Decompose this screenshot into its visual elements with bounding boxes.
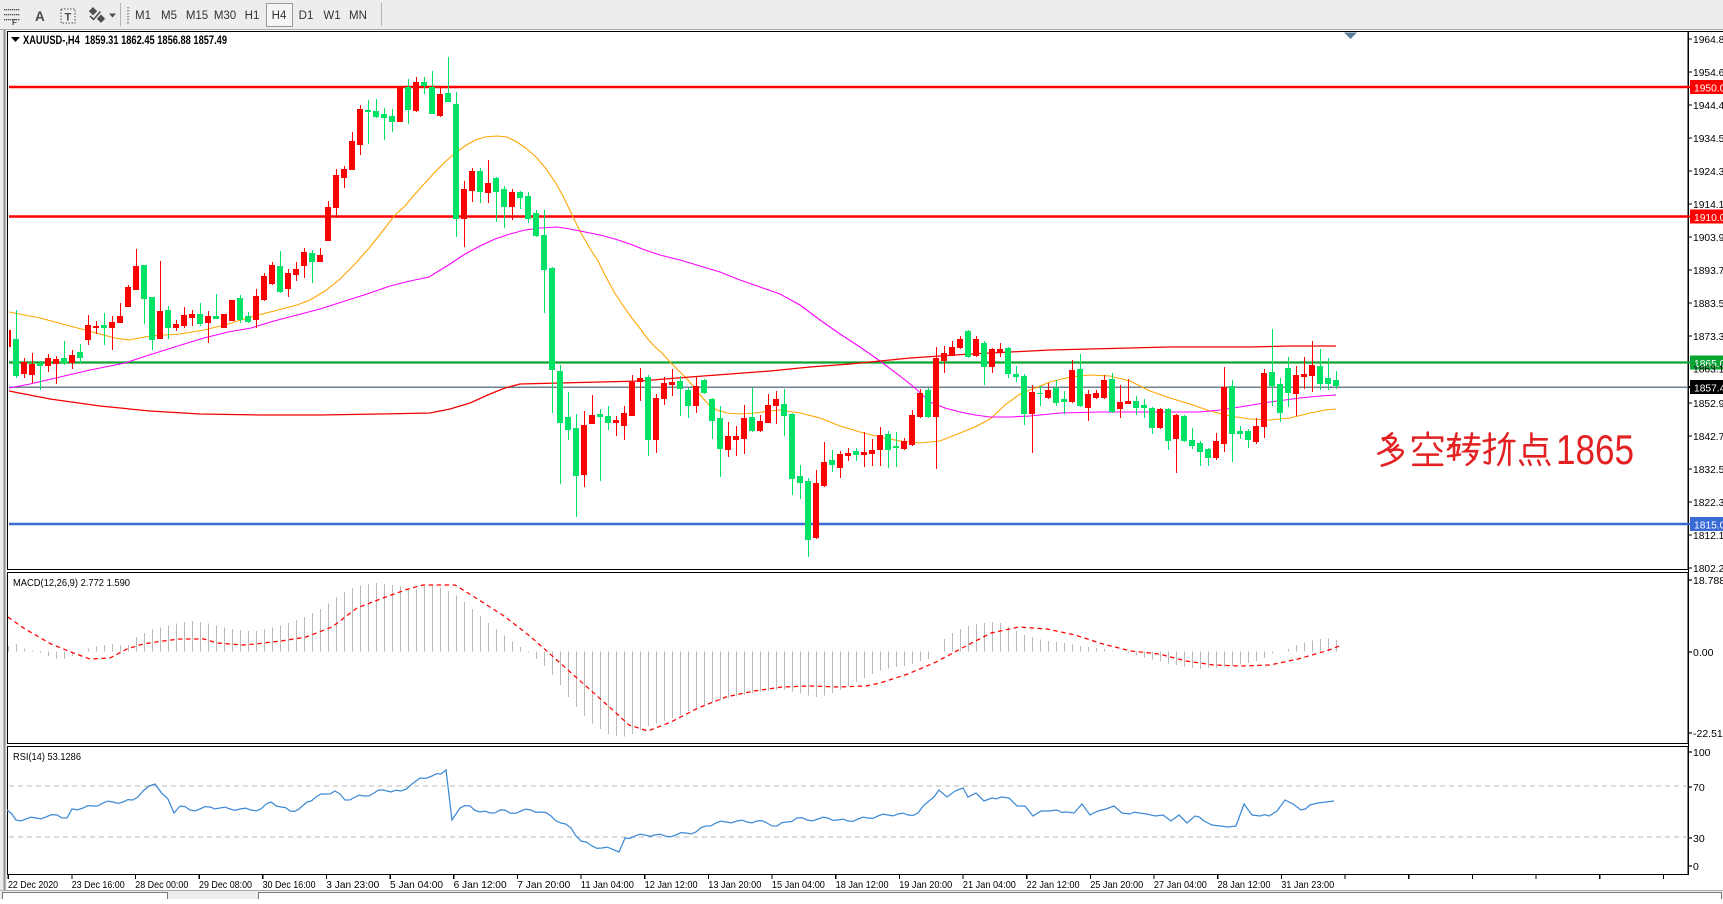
svg-text:18 Jan 12:00: 18 Jan 12:00 <box>836 879 889 891</box>
svg-text:21 Jan 04:00: 21 Jan 04:00 <box>963 879 1016 891</box>
svg-text:1812.10: 1812.10 <box>1693 530 1723 542</box>
svg-text:D1: D1 <box>299 10 314 22</box>
svg-text:23 Dec 16:00: 23 Dec 16:00 <box>72 879 125 891</box>
svg-text:22 Jan 12:00: 22 Jan 12:00 <box>1027 879 1080 891</box>
svg-text:1924.30: 1924.30 <box>1693 166 1723 178</box>
svg-text:M30: M30 <box>214 10 236 22</box>
svg-text:12 Jan 12:00: 12 Jan 12:00 <box>645 879 698 891</box>
svg-text:1964.80: 1964.80 <box>1693 34 1723 46</box>
svg-text:1822.30: 1822.30 <box>1693 497 1723 509</box>
svg-text:1842.70: 1842.70 <box>1693 431 1723 443</box>
svg-text:6 Jan 12:00: 6 Jan 12:00 <box>454 879 507 891</box>
svg-text:W1: W1 <box>323 10 340 22</box>
svg-text:13 Jan 20:00: 13 Jan 20:00 <box>708 879 761 891</box>
svg-text:1802.20: 1802.20 <box>1693 563 1723 575</box>
svg-text:7 Jan 20:00: 7 Jan 20:00 <box>517 879 570 891</box>
svg-text:MN: MN <box>349 10 367 22</box>
svg-text:70: 70 <box>1693 782 1705 794</box>
svg-text:H4: H4 <box>272 10 287 22</box>
svg-text:1893.70: 1893.70 <box>1693 265 1723 277</box>
svg-text:T: T <box>65 12 72 24</box>
svg-text:M15: M15 <box>186 10 208 22</box>
svg-text:1863.10: 1863.10 <box>1693 364 1723 376</box>
svg-text:15 Jan 04:00: 15 Jan 04:00 <box>772 879 825 891</box>
svg-text:28 Dec 00:00: 28 Dec 00:00 <box>135 879 188 891</box>
svg-text:11 Jan 04:00: 11 Jan 04:00 <box>581 879 634 891</box>
svg-text:28 Jan 12:00: 28 Jan 12:00 <box>1218 879 1271 891</box>
svg-text:F: F <box>12 18 17 27</box>
svg-text:1883.50: 1883.50 <box>1693 298 1723 310</box>
svg-text:30 Dec 16:00: 30 Dec 16:00 <box>263 879 316 891</box>
svg-text:1815.00: 1815.00 <box>1694 520 1723 532</box>
svg-text:30: 30 <box>1693 833 1705 845</box>
svg-text:27 Jan 04:00: 27 Jan 04:00 <box>1154 879 1207 891</box>
svg-text:3 Jan 23:00: 3 Jan 23:00 <box>326 879 379 891</box>
svg-text:1865: 1865 <box>1556 426 1634 473</box>
svg-text:1857.49: 1857.49 <box>1694 383 1723 395</box>
svg-text:1873.30: 1873.30 <box>1693 331 1723 343</box>
svg-text:1832.50: 1832.50 <box>1693 464 1723 476</box>
svg-text:100: 100 <box>1693 747 1711 759</box>
svg-text:29 Dec 08:00: 29 Dec 08:00 <box>199 879 252 891</box>
svg-text:MACD(12,26,9) 2.772 1.590: MACD(12,26,9) 2.772 1.590 <box>13 577 130 589</box>
svg-text:1914.10: 1914.10 <box>1693 199 1723 211</box>
svg-text:M5: M5 <box>161 10 177 22</box>
svg-text:19 Jan 20:00: 19 Jan 20:00 <box>899 879 952 891</box>
svg-text:1954.60: 1954.60 <box>1693 67 1723 79</box>
svg-text:1934.50: 1934.50 <box>1693 133 1723 145</box>
svg-text:XAUUSD-,H4 1859.31 1862.45 18: XAUUSD-,H4 1859.31 1862.45 1856.88 1857.… <box>23 35 227 47</box>
svg-text:1910.00: 1910.00 <box>1694 212 1723 224</box>
svg-text:5 Jan 04:00: 5 Jan 04:00 <box>390 879 443 891</box>
svg-text:18.788: 18.788 <box>1693 575 1723 587</box>
svg-text:H1: H1 <box>245 10 260 22</box>
svg-text:0: 0 <box>1693 861 1699 873</box>
svg-text:1944.40: 1944.40 <box>1693 100 1723 112</box>
svg-text:-22.515: -22.515 <box>1693 728 1723 740</box>
svg-text:31 Jan 23:00: 31 Jan 23:00 <box>1281 879 1334 891</box>
svg-text:1950.00: 1950.00 <box>1694 83 1723 95</box>
svg-text:25 Jan 20:00: 25 Jan 20:00 <box>1090 879 1143 891</box>
svg-text:22 Dec 2020: 22 Dec 2020 <box>8 879 58 891</box>
svg-text:M1: M1 <box>135 10 151 22</box>
svg-text:RSI(14) 53.1286: RSI(14) 53.1286 <box>13 751 81 763</box>
svg-text:1852.90: 1852.90 <box>1693 398 1723 410</box>
svg-text:1903.90: 1903.90 <box>1693 232 1723 244</box>
svg-text:0.00: 0.00 <box>1693 647 1714 659</box>
svg-text:A: A <box>35 9 45 24</box>
svg-text:1865.00: 1865.00 <box>1694 358 1723 370</box>
